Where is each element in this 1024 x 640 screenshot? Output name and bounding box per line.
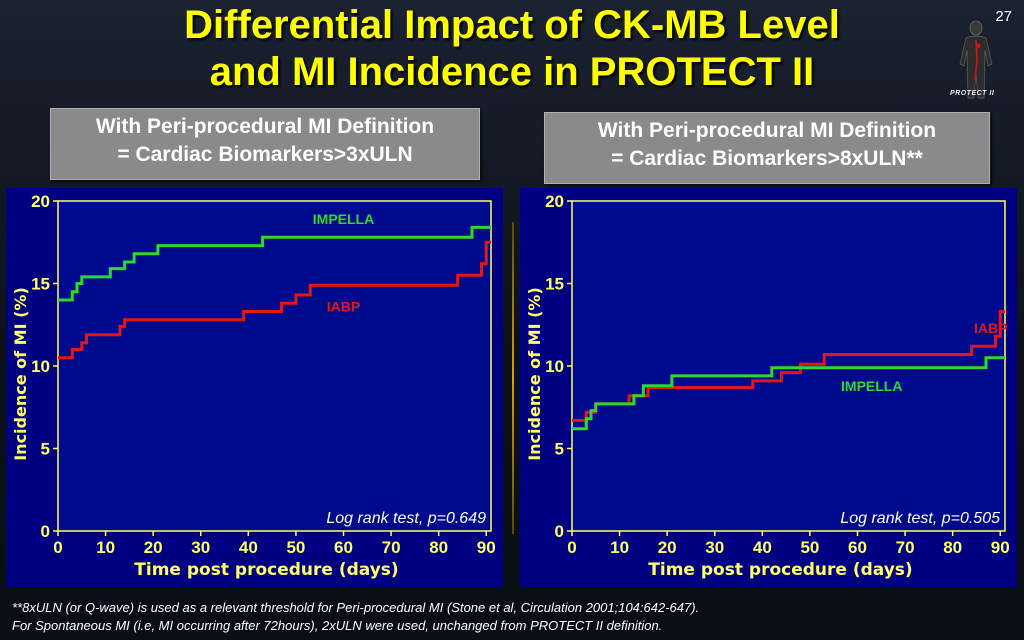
y-tick-label: 0 (41, 522, 50, 541)
x-tick-label: 40 (753, 538, 772, 557)
definition-box-line-1: With Peri-procedural MI Definition (545, 117, 989, 145)
chart-panel-8xuln: 0 5 10 15 20 0 10 20 30 40 50 60 70 80 90 Time post pro… (520, 188, 1017, 588)
log-rank-annotation: Log rank test, p=0.505 (840, 510, 1000, 527)
y-tick-label: 10 (31, 357, 50, 376)
log-rank-annotation: Log rank test, p=0.649 (326, 510, 486, 527)
y-axis-label: Incidence of MI (%) (525, 287, 544, 461)
x-tick-label: 20 (658, 538, 677, 557)
footnote-line-1: **8xULN (or Q-wave) is used as a relevan… (12, 599, 1012, 617)
y-tick-label: 10 (545, 357, 564, 376)
x-tick-label: 10 (96, 538, 115, 557)
definition-box-8xuln: With Peri-procedural MI Definition = Car… (544, 112, 990, 184)
y-tick-label: 15 (31, 275, 50, 294)
y-tick-label: 5 (41, 440, 50, 459)
slide-title: Differential Impact of CK-MB Level and M… (0, 2, 1024, 96)
x-tick-label: 80 (943, 538, 962, 557)
y-tick-label: 20 (545, 192, 564, 211)
body-silhouette-logo-icon (948, 20, 1004, 100)
x-tick-label: 40 (239, 538, 258, 557)
plot-area (572, 201, 1005, 531)
definition-box-line-1: With Peri-procedural MI Definition (51, 113, 479, 141)
series-label-iabp: IABP (327, 299, 360, 315)
definition-box-line-2: = Cardiac Biomarkers>3xULN (51, 141, 479, 169)
chart-3xuln: 0 5 10 15 20 0 10 20 30 40 50 60 70 80 90 Time post pro… (6, 188, 503, 588)
slide-title-line-2: and MI Incidence in PROTECT II (0, 49, 1024, 96)
x-tick-label: 20 (144, 538, 163, 557)
x-tick-label: 0 (53, 538, 62, 557)
series-label-impella: IMPELLA (841, 378, 902, 394)
x-tick-label: 50 (286, 538, 305, 557)
x-tick-label: 70 (896, 538, 915, 557)
definition-box-line-2: = Cardiac Biomarkers>8xULN** (545, 145, 989, 173)
x-tick-label: 30 (191, 538, 210, 557)
x-tick-label: 60 (334, 538, 353, 557)
x-tick-label: 30 (705, 538, 724, 557)
footnote: **8xULN (or Q-wave) is used as a relevan… (12, 599, 1012, 635)
x-tick-label: 60 (848, 538, 867, 557)
y-tick-label: 15 (545, 275, 564, 294)
logo-text: PROTECT II (950, 90, 994, 97)
plot-area (58, 201, 491, 531)
chart-panel-3xuln: 0 5 10 15 20 0 10 20 30 40 50 60 70 80 90 Time post pro… (6, 188, 503, 588)
x-tick-label: 90 (991, 538, 1010, 557)
y-axis-label: Incidence of MI (%) (11, 287, 30, 461)
panel-separator (512, 222, 514, 534)
slide-title-line-1: Differential Impact of CK-MB Level (0, 2, 1024, 49)
chart-8xuln: 0 5 10 15 20 0 10 20 30 40 50 60 70 80 90 Time post pro… (520, 188, 1017, 588)
footnote-line-2: For Spontaneous MI (i.e, MI occurring af… (12, 617, 1012, 635)
series-label-iabp: IABP (974, 320, 1007, 336)
y-tick-label: 20 (31, 192, 50, 211)
x-tick-label: 10 (610, 538, 629, 557)
definition-box-3xuln: With Peri-procedural MI Definition = Car… (50, 108, 480, 180)
x-tick-label: 0 (567, 538, 576, 557)
x-axis-label: Time post procedure (days) (648, 560, 912, 580)
x-axis-label: Time post procedure (days) (134, 560, 398, 580)
x-tick-label: 50 (800, 538, 819, 557)
y-tick-label: 0 (555, 522, 564, 541)
x-tick-label: 90 (477, 538, 496, 557)
x-tick-label: 80 (429, 538, 448, 557)
x-tick-label: 70 (382, 538, 401, 557)
series-label-impella: IMPELLA (313, 211, 374, 227)
y-tick-label: 5 (555, 440, 564, 459)
